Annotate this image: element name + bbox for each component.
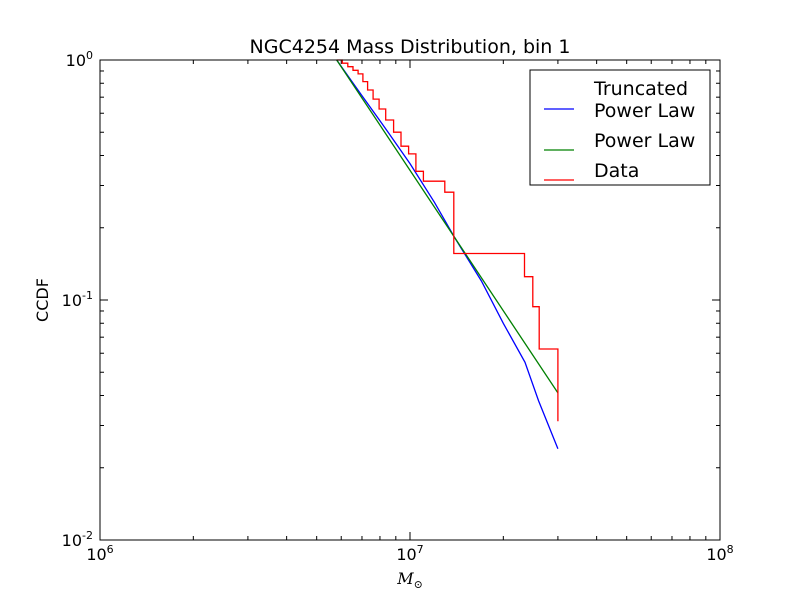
y-tick-label: 10-1	[62, 289, 93, 310]
y-tick-label: 10-2	[62, 529, 93, 550]
legend-label-0: Truncated Power Law	[593, 78, 695, 122]
x-tick-label: 107	[396, 543, 423, 564]
series-line-2	[336, 59, 559, 422]
x-tick-label: 108	[706, 543, 733, 564]
legend-label-2: Data	[594, 160, 639, 182]
series-line-1	[336, 59, 559, 394]
plot-area	[99, 59, 721, 541]
x-tick-label: 106	[86, 543, 113, 564]
y-axis-label: CCDF	[33, 278, 52, 322]
y-tick-label: 100	[66, 49, 93, 70]
x-axis-label: M⊙	[396, 569, 423, 591]
legend-box	[529, 69, 711, 186]
chart-title: NGC4254 Mass Distribution, bin 1	[250, 36, 571, 58]
legend-label-1: Power Law	[594, 130, 695, 152]
legend: Truncated Power Law Power Law Data	[529, 69, 711, 186]
